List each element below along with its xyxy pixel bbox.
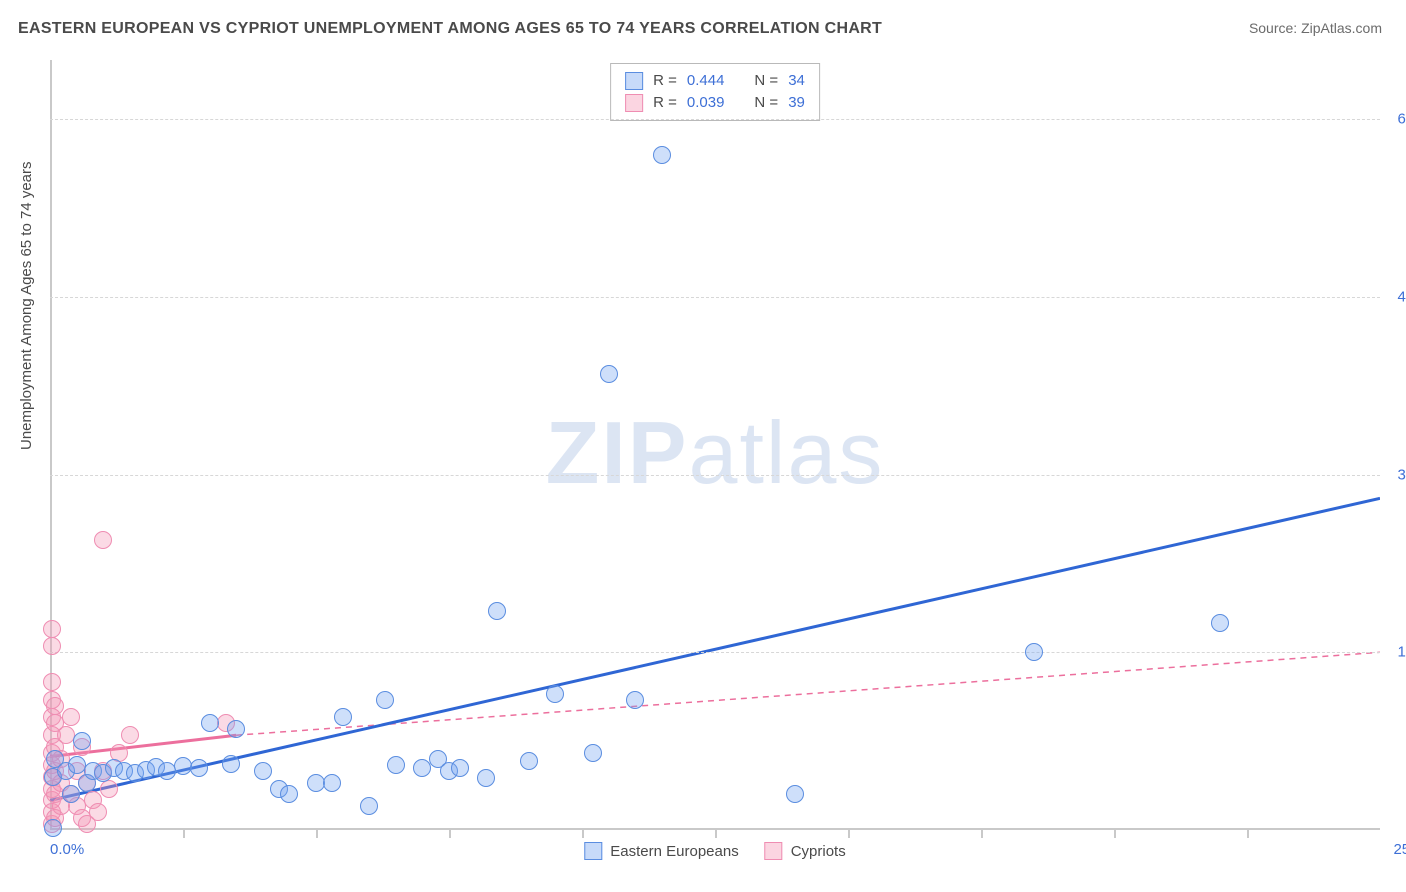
data-point (227, 720, 245, 738)
data-point (43, 637, 61, 655)
legend-n-blue: 34 (788, 70, 805, 92)
x-tick (183, 830, 185, 838)
legend-r-label: R = (653, 70, 677, 92)
watermark-bold: ZIP (546, 403, 689, 502)
legend-bottom-label-pink: Cypriots (791, 843, 846, 860)
legend-r-blue: 0.444 (687, 70, 725, 92)
legend-r-label-2: R = (653, 92, 677, 114)
legend-n-label-2: N = (754, 92, 778, 114)
source-label: Source: ZipAtlas.com (1249, 20, 1382, 36)
data-point (387, 756, 405, 774)
data-point (46, 697, 64, 715)
data-point (1025, 643, 1043, 661)
gridline-horizontal (50, 119, 1380, 120)
y-tick-label: 30.0% (1384, 466, 1406, 483)
x-axis-min-label: 0.0% (50, 841, 84, 858)
legend-swatch-blue (625, 72, 643, 90)
data-point (89, 803, 107, 821)
data-point (280, 785, 298, 803)
legend-item-blue: Eastern Europeans (584, 842, 738, 860)
data-point (121, 726, 139, 744)
trend-line (236, 652, 1380, 735)
legend-bottom-swatch-pink (765, 842, 783, 860)
data-point (546, 685, 564, 703)
data-point (73, 732, 91, 750)
data-point (653, 146, 671, 164)
legend-bottom-swatch-blue (584, 842, 602, 860)
data-point (43, 673, 61, 691)
data-point (62, 785, 80, 803)
data-point (43, 620, 61, 638)
data-point (520, 752, 538, 770)
legend-bottom-label-blue: Eastern Europeans (610, 843, 738, 860)
data-point (584, 744, 602, 762)
y-tick-label: 15.0% (1384, 644, 1406, 661)
legend-n-label: N = (754, 70, 778, 92)
data-point (190, 759, 208, 777)
data-point (62, 708, 80, 726)
x-tick (715, 830, 717, 838)
watermark-rest: atlas (689, 403, 885, 502)
data-point (477, 769, 495, 787)
x-tick (449, 830, 451, 838)
data-point (626, 691, 644, 709)
x-tick (316, 830, 318, 838)
source-text: ZipAtlas.com (1301, 20, 1382, 36)
legend-r-pink: 0.039 (687, 92, 725, 114)
data-point (451, 759, 469, 777)
legend-n-pink: 39 (788, 92, 805, 114)
watermark: ZIPatlas (546, 402, 885, 504)
x-tick (981, 830, 983, 838)
x-tick (1114, 830, 1116, 838)
data-point (334, 708, 352, 726)
gridline-horizontal (50, 475, 1380, 476)
data-point (222, 755, 240, 773)
chart-title: EASTERN EUROPEAN VS CYPRIOT UNEMPLOYMENT… (18, 20, 882, 38)
legend-item-pink: Cypriots (765, 842, 846, 860)
data-point (376, 691, 394, 709)
chart-container: EASTERN EUROPEAN VS CYPRIOT UNEMPLOYMENT… (0, 0, 1406, 892)
legend-row-blue: R = 0.444 N = 34 (625, 70, 805, 92)
source-prefix: Source: (1249, 20, 1301, 36)
legend-correlation-box: R = 0.444 N = 34 R = 0.039 N = 39 (610, 63, 820, 121)
data-point (488, 602, 506, 620)
data-point (323, 774, 341, 792)
data-point (201, 714, 219, 732)
plot-area: ZIPatlas R = 0.444 N = 34 R = 0.039 N = … (50, 60, 1380, 830)
data-point (94, 531, 112, 549)
x-tick (848, 830, 850, 838)
data-point (44, 819, 62, 837)
y-tick-label: 60.0% (1384, 111, 1406, 128)
x-axis-max-label: 25.0% (1393, 841, 1406, 858)
data-point (413, 759, 431, 777)
data-point (1211, 614, 1229, 632)
data-point (600, 365, 618, 383)
trend-line (50, 498, 1380, 800)
x-tick (582, 830, 584, 838)
trendlines-svg (50, 60, 1380, 830)
data-point (100, 780, 118, 798)
gridline-horizontal (50, 297, 1380, 298)
data-point (254, 762, 272, 780)
legend-series-box: Eastern Europeans Cypriots (584, 842, 845, 860)
gridline-horizontal (50, 652, 1380, 653)
data-point (786, 785, 804, 803)
y-axis-label: Unemployment Among Ages 65 to 74 years (18, 161, 35, 450)
legend-row-pink: R = 0.039 N = 39 (625, 92, 805, 114)
legend-swatch-pink (625, 94, 643, 112)
x-tick (1247, 830, 1249, 838)
data-point (360, 797, 378, 815)
y-tick-label: 45.0% (1384, 288, 1406, 305)
